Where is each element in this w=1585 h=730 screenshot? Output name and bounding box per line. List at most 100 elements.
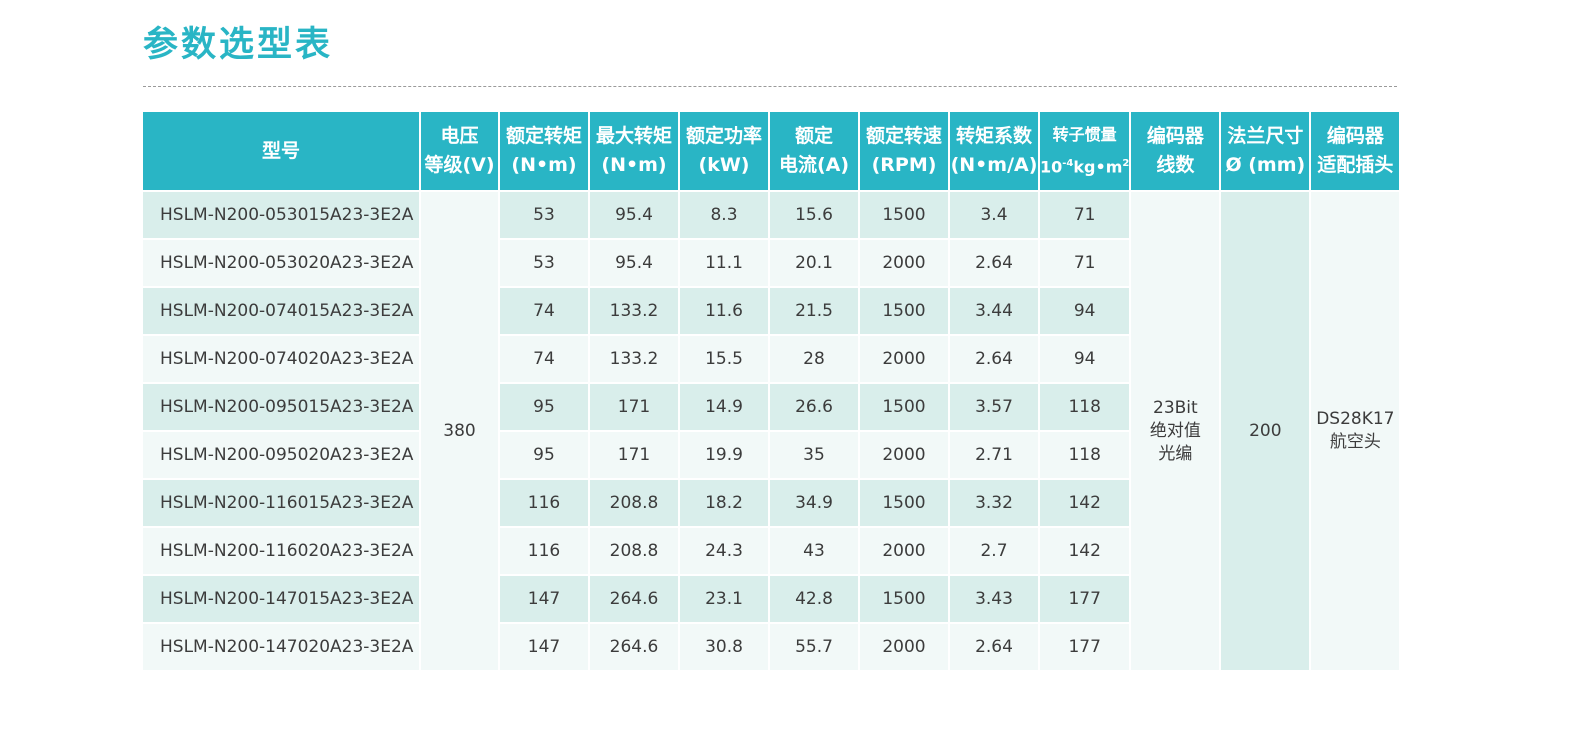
model-cell: HSLM-N200-095015A23-3E2A (143, 384, 419, 432)
rated-current-cell: 21.5 (770, 288, 858, 336)
header-row: 型号 电压 等级(V) 额定转矩 (N•m) 最大转矩 (N•m) 额定功率 (kW) … (143, 112, 1400, 192)
rated-speed-cell: 2000 (860, 528, 948, 576)
inertia-cell: 142 (1040, 480, 1130, 528)
model-cell: HSLM-N200-147020A23-3E2A (143, 624, 419, 672)
inertia-cell: 94 (1040, 288, 1130, 336)
header-max-torque: 最大转矩 (N•m) (590, 112, 678, 192)
rated-power-cell: 30.8 (680, 624, 768, 672)
model-cell: HSLM-N200-074015A23-3E2A (143, 288, 419, 336)
max-torque-cell: 133.2 (590, 288, 678, 336)
rated-power-cell: 11.1 (680, 240, 768, 288)
table-header: 型号 电压 等级(V) 额定转矩 (N•m) 最大转矩 (N•m) 额定功率 (kW) … (143, 112, 1400, 192)
rated-torque-cell: 95 (500, 384, 588, 432)
torque-coeff-cell: 2.7 (950, 528, 1038, 576)
rated-current-cell: 28 (770, 336, 858, 384)
table-row: HSLM-N200-147020A23-3E2A 147 264.6 30.8 … (143, 624, 1399, 672)
rated-current-cell: 20.1 (770, 240, 858, 288)
flange-cell: 200 (1221, 192, 1310, 672)
rated-speed-cell: 2000 (860, 432, 948, 480)
header-encoder-connector: 编码器 适配插头 (1311, 112, 1400, 192)
rated-speed-cell: 2000 (860, 240, 948, 288)
torque-coeff-cell: 3.4 (950, 192, 1038, 240)
rated-speed-cell: 1500 (860, 480, 948, 528)
table-row: HSLM-N200-095020A23-3E2A 95 171 19.9 35 … (143, 432, 1399, 480)
rated-torque-cell: 116 (500, 480, 588, 528)
model-cell: HSLM-N200-074020A23-3E2A (143, 336, 419, 384)
max-torque-cell: 95.4 (590, 192, 678, 240)
max-torque-cell: 264.6 (590, 624, 678, 672)
rated-current-cell: 55.7 (770, 624, 858, 672)
rated-power-cell: 18.2 (680, 480, 768, 528)
rated-torque-cell: 95 (500, 432, 588, 480)
spec-table: 型号 电压 等级(V) 额定转矩 (N•m) 最大转矩 (N•m) 额定功率 (kW) … (141, 112, 1401, 672)
max-torque-cell: 171 (590, 384, 678, 432)
rated-power-cell: 14.9 (680, 384, 768, 432)
torque-coeff-cell: 3.43 (950, 576, 1038, 624)
rated-speed-cell: 1500 (860, 384, 948, 432)
model-cell: HSLM-N200-116015A23-3E2A (143, 480, 419, 528)
max-torque-cell: 208.8 (590, 480, 678, 528)
rated-torque-cell: 74 (500, 288, 588, 336)
table-row: HSLM-N200-053015A23-3E2A 380 53 95.4 8.3… (143, 192, 1400, 672)
rated-current-cell: 15.6 (770, 192, 858, 240)
header-torque-coefficient: 转矩系数 (N•m/A) (950, 112, 1038, 192)
torque-coeff-cell: 2.64 (950, 240, 1038, 288)
rated-torque-cell: 116 (500, 528, 588, 576)
rated-power-cell: 23.1 (680, 576, 768, 624)
rated-speed-cell: 2000 (860, 336, 948, 384)
max-torque-cell: 208.8 (590, 528, 678, 576)
inertia-cell: 118 (1040, 384, 1130, 432)
table-row: HSLM-N200-074015A23-3E2A 74 133.2 11.6 2… (143, 288, 1399, 336)
dashed-divider (143, 86, 1397, 87)
table-row: HSLM-N200-116015A23-3E2A 116 208.8 18.2 … (143, 480, 1399, 528)
header-rated-speed: 额定转速 (RPM) (860, 112, 948, 192)
torque-coeff-cell: 2.64 (950, 336, 1038, 384)
header-encoder-lines: 编码器 线数 (1131, 112, 1220, 192)
voltage-cell: 380 (421, 192, 498, 672)
max-torque-cell: 133.2 (590, 336, 678, 384)
table-row: HSLM-N200-147015A23-3E2A 147 264.6 23.1 … (143, 576, 1399, 624)
max-torque-cell: 171 (590, 432, 678, 480)
model-cell: HSLM-N200-053015A23-3E2A (143, 192, 419, 240)
inertia-unit: 10-4kg•m2 (1040, 157, 1130, 177)
rated-speed-cell: 1500 (860, 192, 948, 240)
rated-current-cell: 34.9 (770, 480, 858, 528)
rated-current-cell: 35 (770, 432, 858, 480)
rated-power-cell: 15.5 (680, 336, 768, 384)
header-flange-size: 法兰尺寸 Ø (mm) (1221, 112, 1310, 192)
inertia-cell: 118 (1040, 432, 1130, 480)
inertia-cell: 94 (1040, 336, 1130, 384)
rated-torque-cell: 74 (500, 336, 588, 384)
header-rated-torque: 额定转矩 (N•m) (500, 112, 588, 192)
connector-cell: DS28K17 航空头 (1311, 192, 1400, 672)
rated-speed-cell: 1500 (860, 288, 948, 336)
torque-coeff-cell: 3.57 (950, 384, 1038, 432)
inertia-cell: 71 (1040, 192, 1130, 240)
rated-power-cell: 11.6 (680, 288, 768, 336)
table-row: HSLM-N200-053020A23-3E2A 53 95.4 11.1 20… (143, 240, 1399, 288)
rated-torque-cell: 147 (500, 576, 588, 624)
rated-power-cell: 24.3 (680, 528, 768, 576)
table-row: HSLM-N200-074020A23-3E2A 74 133.2 15.5 2… (143, 336, 1399, 384)
header-model: 型号 (143, 112, 419, 192)
rated-current-cell: 26.6 (770, 384, 858, 432)
torque-coeff-cell: 3.44 (950, 288, 1038, 336)
header-rated-power: 额定功率 (kW) (680, 112, 768, 192)
page-title: 参数选型表 (143, 25, 334, 65)
rated-torque-cell: 53 (500, 240, 588, 288)
encoder-lines-cell: 23Bit 绝对值 光编 (1131, 192, 1220, 672)
table-body: HSLM-N200-053015A23-3E2A 380 53 95.4 8.3… (143, 192, 1400, 672)
header-rated-current: 额定 电流(A) (770, 112, 858, 192)
max-torque-cell: 264.6 (590, 576, 678, 624)
rated-speed-cell: 2000 (860, 624, 948, 672)
table-row: HSLM-N200-095015A23-3E2A 95 171 14.9 26.… (143, 384, 1399, 432)
model-cell: HSLM-N200-147015A23-3E2A (143, 576, 419, 624)
rated-current-cell: 42.8 (770, 576, 858, 624)
inertia-cell: 177 (1040, 576, 1130, 624)
rated-torque-cell: 147 (500, 624, 588, 672)
rated-speed-cell: 1500 (860, 576, 948, 624)
model-cell: HSLM-N200-116020A23-3E2A (143, 528, 419, 576)
inertia-cell: 142 (1040, 528, 1130, 576)
rated-current-cell: 43 (770, 528, 858, 576)
torque-coeff-cell: 2.71 (950, 432, 1038, 480)
